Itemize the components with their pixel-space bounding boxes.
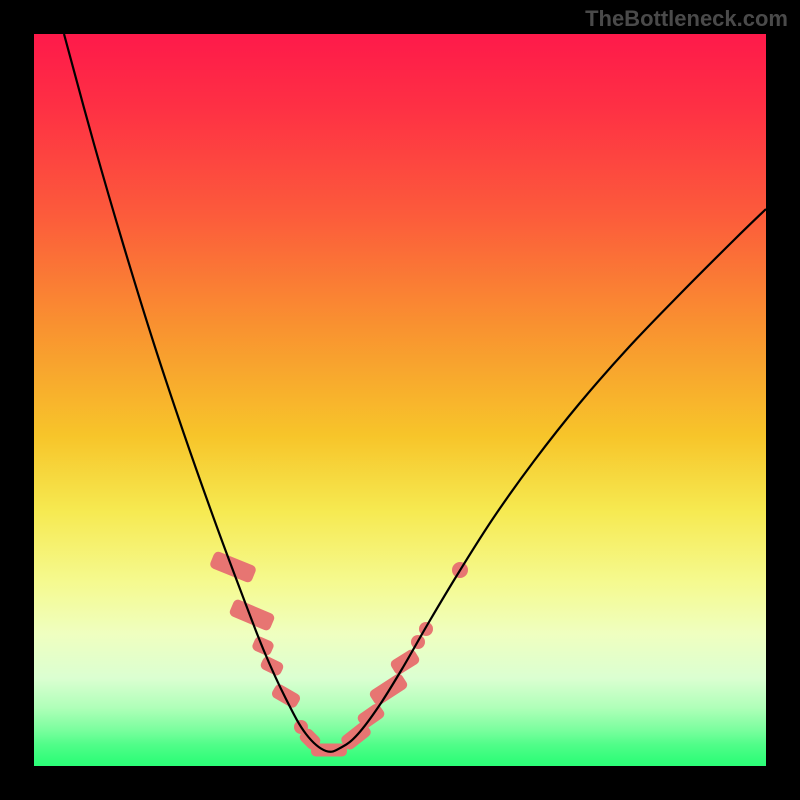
curve-marker xyxy=(209,550,257,584)
curve-markers xyxy=(209,550,468,756)
watermark-text: TheBottleneck.com xyxy=(585,6,788,32)
curve-marker xyxy=(228,598,276,632)
curve-marker xyxy=(259,655,285,677)
plot-area xyxy=(34,34,766,766)
bottleneck-curve xyxy=(34,34,766,766)
curve-marker xyxy=(270,683,302,710)
